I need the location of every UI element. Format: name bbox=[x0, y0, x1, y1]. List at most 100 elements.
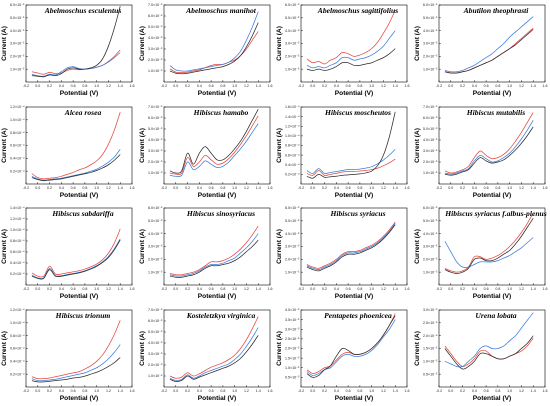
y-tick-label: 2.0×10⁻⁵ bbox=[423, 333, 438, 337]
x-tick-label: 0.2 bbox=[322, 389, 327, 393]
chart-svg: 1.0×10⁻⁵ 2.0×10⁻⁵ 3.0×10⁻⁵ 4.0×10⁻⁵ 5.0×10⁻⁵… bbox=[139, 308, 273, 402]
x-tick-label: 0.8 bbox=[495, 287, 500, 291]
x-tick-label: 1.4 bbox=[118, 389, 123, 393]
x-tick-label: 1.0 bbox=[369, 389, 374, 393]
x-tick-label: 0.0 bbox=[310, 186, 315, 190]
y-tick-label: 1.4×10⁻⁴ bbox=[10, 206, 25, 210]
x-tick-label: 0.8 bbox=[220, 186, 225, 190]
y-tick-label: 0.8×10⁻⁴ bbox=[10, 130, 25, 134]
chart-title: Abelmoschus manihot bbox=[185, 6, 257, 15]
x-tick-label: 1.0 bbox=[94, 84, 99, 88]
y-tick-label: 4.0×10⁻⁵ bbox=[285, 308, 300, 312]
x-tick-label: 1.4 bbox=[393, 389, 398, 393]
axes-frame bbox=[25, 309, 133, 387]
y-tick-label: 0.6×10⁻⁴ bbox=[10, 250, 25, 254]
y-tick-label: 5.0×10⁻⁵ bbox=[10, 16, 25, 20]
x-tick-label: 1.4 bbox=[393, 287, 398, 291]
y-tick-label: 1.0×10⁻⁵ bbox=[423, 67, 438, 71]
x-tick-label: 0.0 bbox=[310, 389, 315, 393]
series-line-red bbox=[306, 313, 396, 374]
x-tick-label: 0.2 bbox=[322, 186, 327, 190]
x-tick-label: 1.6 bbox=[130, 84, 135, 88]
y-tick-label: 6.0×10⁻⁵ bbox=[148, 206, 163, 210]
chart-svg: 1.0×10⁻⁵ 2.0×10⁻⁵ 3.0×10⁻⁵ 4.0×10⁻⁵ 5.0×10⁻⁵… bbox=[1, 3, 135, 97]
x-tick-label: 1.0 bbox=[369, 84, 374, 88]
series-line-black bbox=[306, 224, 396, 272]
x-axis-label: Potential (V) bbox=[197, 192, 235, 199]
y-tick-label: 3.0×10⁻⁵ bbox=[423, 42, 438, 46]
x-axis-label: Potential (V) bbox=[472, 293, 510, 300]
y-tick-label: 1.0×10⁻⁵ bbox=[148, 171, 163, 175]
y-tick-label: 3.0×10⁻⁵ bbox=[285, 327, 300, 331]
x-tick-label: 0.2 bbox=[460, 389, 465, 393]
x-tick-label: 0.6 bbox=[71, 84, 76, 88]
chart-svg: 1.0×10⁻⁵ 2.0×10⁻⁵ 3.0×10⁻⁵ 4.0×10⁻⁵ 5.0×10⁻⁵… bbox=[414, 105, 548, 199]
x-tick-label: 0.2 bbox=[460, 287, 465, 291]
series-line-black bbox=[444, 29, 533, 74]
x-tick-label: 0.0 bbox=[310, 287, 315, 291]
y-tick-label: 7.0×10⁻⁵ bbox=[148, 3, 163, 7]
chart-panel: 0.2×10⁻⁴ 0.4×10⁻⁴ 0.6×10⁻⁴ 0.8×10⁻⁴ 1.0×10⁻⁴… bbox=[0, 102, 137, 203]
series-line-red bbox=[31, 49, 121, 75]
y-tick-label: 0.6×10⁻⁴ bbox=[285, 153, 300, 157]
x-tick-label: 0.2 bbox=[47, 287, 52, 291]
axes-frame bbox=[163, 207, 270, 286]
x-tick-label: 1.6 bbox=[267, 389, 272, 393]
x-tick-label: 1.0 bbox=[232, 186, 237, 190]
x-tick-label: -0.2 bbox=[160, 186, 166, 190]
x-tick-label: 0.8 bbox=[82, 287, 87, 291]
y-axis-label: Current (A) bbox=[276, 128, 283, 163]
x-tick-label: 1.6 bbox=[130, 389, 135, 393]
x-tick-label: 0.2 bbox=[322, 84, 327, 88]
chart-title: Hibiscus trionum bbox=[55, 311, 111, 320]
y-tick-label: 5.0×10⁻⁵ bbox=[423, 16, 438, 20]
y-tick-label: 0.2×10⁻⁴ bbox=[10, 272, 25, 276]
series-line-blue bbox=[31, 238, 121, 280]
y-tick-label: 6.0×10⁻⁵ bbox=[10, 3, 25, 7]
y-tick-label: 2.0×10⁻⁵ bbox=[423, 55, 438, 59]
x-tick-label: 0.4 bbox=[59, 186, 64, 190]
series-line-red bbox=[31, 228, 121, 278]
y-tick-label: 1.0×10⁻⁵ bbox=[285, 270, 300, 274]
x-tick-label: 0.2 bbox=[47, 389, 52, 393]
axes-frame bbox=[438, 4, 545, 83]
y-tick-label: 2.0×10⁻⁵ bbox=[148, 258, 163, 262]
y-tick-label: 2.0×10⁻⁵ bbox=[285, 258, 300, 262]
x-tick-label: 1.2 bbox=[243, 186, 248, 190]
series-line-blue bbox=[169, 326, 259, 381]
y-tick-label: 3.0×10⁻⁵ bbox=[423, 245, 438, 249]
chart-panel: 1.0×10⁻⁵ 2.0×10⁻⁵ 3.0×10⁻⁵ 4.0×10⁻⁵ 5.0×10⁻⁵… bbox=[138, 0, 275, 101]
x-tick-label: 1.0 bbox=[507, 84, 512, 88]
chart-svg: 1.0×10⁻⁵ 2.0×10⁻⁵ 3.0×10⁻⁵ 4.0×10⁻⁵ 5.0×10⁻⁵… bbox=[414, 206, 548, 300]
y-tick-label: 5.0×10⁻⁵ bbox=[285, 16, 300, 20]
y-tick-label: 0.5×10⁻⁵ bbox=[423, 372, 438, 376]
x-tick-label: -0.2 bbox=[435, 84, 441, 88]
x-tick-label: 1.2 bbox=[243, 84, 248, 88]
x-tick-label: 0.8 bbox=[495, 84, 500, 88]
series-line-blue bbox=[169, 11, 259, 72]
series-line-blue bbox=[444, 16, 533, 73]
chart-svg: 1.0×10⁻⁵ 2.0×10⁻⁵ 3.0×10⁻⁵ 4.0×10⁻⁵ 5.0×10⁻⁵… bbox=[276, 3, 410, 97]
series-line-black bbox=[306, 315, 396, 378]
x-tick-label: 0.8 bbox=[82, 186, 87, 190]
x-tick-label: -0.2 bbox=[298, 84, 304, 88]
x-tick-label: 0.4 bbox=[471, 389, 476, 393]
y-tick-label: 4.0×10⁻⁵ bbox=[423, 232, 438, 236]
x-axis-label: Potential (V) bbox=[335, 90, 373, 97]
chart-title: Hibiscus hamabo bbox=[192, 108, 248, 117]
y-tick-label: 3.0×10⁻⁵ bbox=[148, 149, 163, 153]
y-tick-label: 0.6×10⁻⁴ bbox=[10, 346, 25, 350]
y-tick-label: 6.0×10⁻⁵ bbox=[285, 206, 300, 210]
y-tick-label: 6.0×10⁻⁵ bbox=[423, 116, 438, 120]
x-tick-label: 1.6 bbox=[130, 287, 135, 291]
y-tick-label: 0.5×10⁻⁵ bbox=[285, 375, 300, 379]
x-tick-label: 1.2 bbox=[381, 186, 386, 190]
chart-title: Pentapetes phoenicea bbox=[324, 311, 392, 320]
x-axis-label: Potential (V) bbox=[335, 395, 373, 402]
y-tick-label: 2.0×10⁻⁵ bbox=[148, 160, 163, 164]
x-tick-label: 1.2 bbox=[106, 389, 111, 393]
chart-panel: 1.0×10⁻⁵ 2.0×10⁻⁵ 3.0×10⁻⁵ 4.0×10⁻⁵ 5.0×10⁻⁵… bbox=[413, 0, 550, 101]
x-tick-label: -0.2 bbox=[435, 389, 441, 393]
x-tick-label: 1.4 bbox=[393, 186, 398, 190]
x-tick-label: -0.2 bbox=[23, 389, 29, 393]
